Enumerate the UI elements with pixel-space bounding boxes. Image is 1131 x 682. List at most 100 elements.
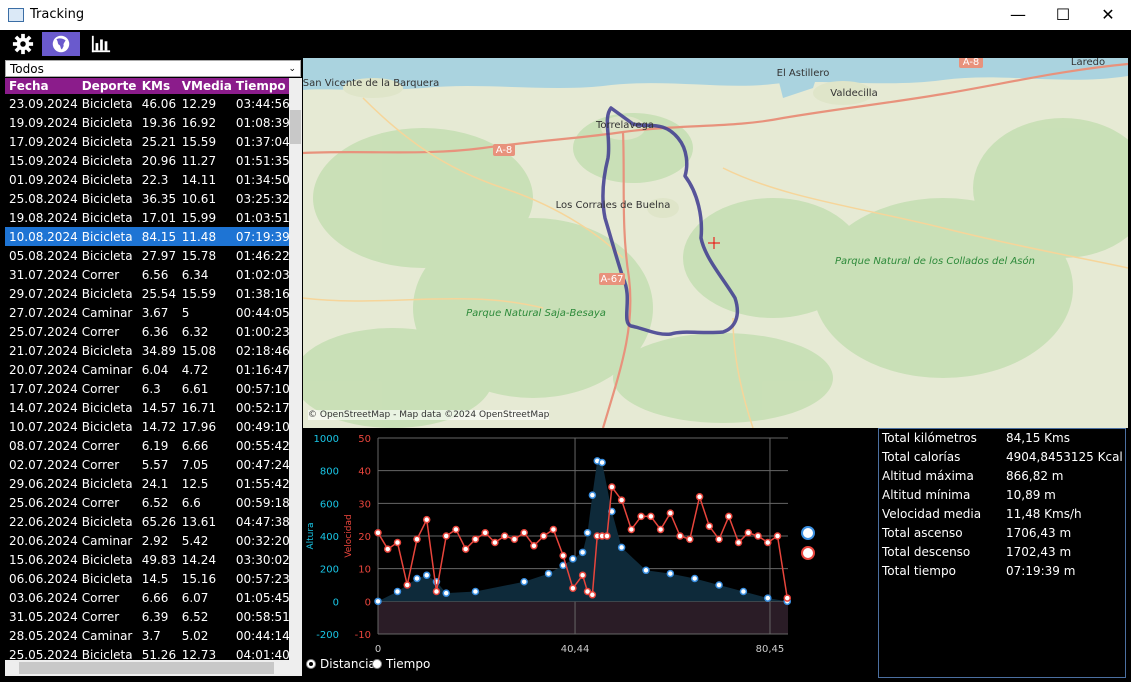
table-row[interactable]: 05.08.2024 Bicicleta 27.97 15.78 01:46:22	[5, 246, 302, 265]
park-label: Parque Natural Saja-Besaya	[466, 308, 606, 319]
cell-kms: 6.56	[141, 267, 169, 282]
vertical-scrollbar[interactable]	[289, 78, 302, 660]
cell-vmedia: 5	[181, 305, 190, 320]
speed-point	[608, 483, 616, 491]
column-header-vmedia[interactable]: VMedia	[177, 78, 232, 94]
table-row[interactable]: 31.05.2024 Correr 6.39 6.52 00:58:51	[5, 607, 302, 626]
cell-deporte: Bicicleta	[81, 115, 133, 130]
map-view-button[interactable]	[42, 32, 80, 56]
radio-distancia[interactable]: Distancia	[306, 657, 376, 671]
column-header-deporte[interactable]: Deporte	[77, 78, 138, 94]
cell-deporte: Bicicleta	[81, 647, 133, 661]
minimize-button[interactable]: —	[1010, 5, 1026, 24]
cell-tiempo: 00:44:14	[235, 628, 290, 643]
sport-filter-select[interactable]: Todos ⌄	[5, 60, 301, 77]
close-button[interactable]: ✕	[1101, 5, 1115, 24]
column-header-fecha[interactable]: Fecha	[5, 78, 78, 94]
table-row[interactable]: 31.07.2024 Correr 6.56 6.34 01:02:03	[5, 265, 302, 284]
cell-kms: 46.06	[141, 96, 177, 111]
table-row[interactable]: 17.07.2024 Correr 6.3 6.61 00:57:10	[5, 379, 302, 398]
radio-dot[interactable]	[372, 659, 382, 669]
radio-dot[interactable]	[306, 659, 316, 669]
speed-point	[471, 535, 480, 544]
stat-label: Altitud máxima	[882, 469, 974, 483]
altitude-point	[442, 589, 450, 597]
table-row[interactable]: 21.07.2024 Bicicleta 34.89 15.08 02:18:46	[5, 341, 302, 360]
column-header-kms[interactable]: KMs	[137, 78, 178, 94]
cell-fecha: 22.06.2024	[9, 514, 78, 529]
left-axis-tick: 400	[320, 532, 339, 543]
scrollbar-thumb[interactable]	[19, 662, 274, 674]
table-row[interactable]: 14.07.2024 Bicicleta 14.57 16.71 00:52:17	[5, 398, 302, 417]
cell-deporte: Caminar	[81, 533, 133, 548]
table-row[interactable]: 08.07.2024 Correr 6.19 6.66 00:55:42	[5, 436, 302, 455]
left-axis-tick: 200	[320, 565, 339, 576]
table-row[interactable]: 23.09.2024 Bicicleta 46.06 12.29 03:44:56	[5, 94, 302, 113]
cell-fecha: 31.07.2024	[9, 267, 78, 282]
cell-vmedia: 6.34	[181, 267, 209, 282]
cell-tiempo: 07:19:39	[231, 227, 302, 246]
cell-tiempo: 03:25:32	[235, 191, 290, 206]
stat-row: Total descenso 1702,43 m	[882, 545, 1071, 559]
place-label: San Vicente de la Barquera	[303, 78, 439, 89]
statistics-button[interactable]	[82, 32, 120, 56]
table-row[interactable]: 03.06.2024 Correr 6.66 6.07 01:05:45	[5, 588, 302, 607]
cell-tiempo: 00:44:05	[235, 305, 290, 320]
table-row[interactable]: 28.05.2024 Caminar 3.7 5.02 00:44:14	[5, 626, 302, 645]
cell-tiempo: 01:34:50	[235, 172, 290, 187]
left-axis-tick: 1000	[314, 434, 339, 445]
table-row[interactable]: 10.08.2024 Bicicleta 84.15 11.48 07:19:39	[5, 227, 302, 246]
cell-fecha: 27.07.2024	[9, 305, 78, 320]
cell-vmedia: 12.5	[181, 476, 209, 491]
table-row[interactable]: 19.08.2024 Bicicleta 17.01 15.99 01:03:51	[5, 208, 302, 227]
speed-point	[744, 528, 753, 537]
x-axis-tick: 0	[375, 644, 381, 655]
statistics-panel: Total kilómetros 84,15 Kms Total calorías 4…	[878, 428, 1126, 678]
table-row[interactable]: 25.06.2024 Correr 6.52 6.6 00:59:18	[5, 493, 302, 512]
table-row[interactable]: 27.07.2024 Caminar 3.67 5 00:44:05	[5, 303, 302, 322]
route-map[interactable]: A-8 A-8 A-67 San Vicente de la Barquera …	[303, 58, 1128, 428]
column-header-tiempo[interactable]: Tiempo	[231, 78, 302, 94]
table-row[interactable]: 01.09.2024 Bicicleta 22.3 14.11 01:34:50	[5, 170, 302, 189]
table-row[interactable]: 15.09.2024 Bicicleta 20.96 11.27 01:51:35	[5, 151, 302, 170]
speed-point	[754, 532, 762, 540]
speed-point	[452, 525, 460, 534]
table-row[interactable]: 20.06.2024 Caminar 2.92 5.42 00:32:20	[5, 531, 302, 550]
table-row[interactable]: 22.06.2024 Bicicleta 65.26 13.61 04:47:38	[5, 512, 302, 531]
table-row[interactable]: 20.07.2024 Caminar 6.04 4.72 01:16:47	[5, 360, 302, 379]
table-row[interactable]: 25.08.2024 Bicicleta 36.35 10.61 03:25:32	[5, 189, 302, 208]
table-row[interactable]: 25.07.2024 Correr 6.36 6.32 01:00:23	[5, 322, 302, 341]
cell-tiempo: 04:47:38	[235, 514, 290, 529]
scrollbar-thumb[interactable]	[290, 110, 301, 144]
horizontal-scrollbar[interactable]	[5, 660, 302, 676]
table-row[interactable]: 29.07.2024 Bicicleta 25.54 15.59 01:38:16	[5, 284, 302, 303]
maximize-button[interactable]: ☐	[1055, 5, 1071, 24]
table-row[interactable]: 29.06.2024 Bicicleta 24.1 12.5 01:55:42	[5, 474, 302, 493]
table-row[interactable]: 06.06.2024 Bicicleta 14.5 15.16 00:57:23	[5, 569, 302, 588]
table-row[interactable]: 10.07.2024 Bicicleta 14.72 17.96 00:49:10	[5, 417, 302, 436]
left-axis-tick: 600	[320, 499, 339, 510]
cell-fecha: 19.08.2024	[9, 210, 78, 225]
map-attribution[interactable]: © OpenStreetMap - Map data ©2024 OpenStr…	[308, 410, 550, 420]
cell-tiempo: 03:44:56	[235, 96, 290, 111]
stat-row: Total ascenso 1706,43 m	[882, 526, 1071, 540]
cell-kms: 14.72	[141, 419, 177, 434]
cell-vmedia: 10.61	[181, 191, 217, 206]
table-row[interactable]: 17.09.2024 Bicicleta 25.21 15.59 01:37:04	[5, 132, 302, 151]
speed-point	[461, 545, 470, 553]
altitude-point	[520, 577, 528, 586]
cell-tiempo: 01:55:42	[235, 476, 290, 491]
cell-vmedia: 16.71	[181, 400, 217, 415]
table-header-row: Fecha Deporte KMs VMedia Tiempo	[5, 78, 302, 94]
table-row[interactable]: 02.07.2024 Correr 5.57 7.05 00:47:24	[5, 455, 302, 474]
cell-vmedia: 5.42	[181, 533, 209, 548]
table-row[interactable]: 25.05.2024 Bicicleta 51.26 12.73 04:01:40	[5, 645, 302, 661]
table-row[interactable]: 15.06.2024 Bicicleta 49.83 14.24 03:30:02	[5, 550, 302, 569]
settings-button[interactable]	[4, 32, 42, 56]
cell-kms: 3.67	[141, 305, 169, 320]
road-label: A-67	[601, 274, 624, 285]
elevation-speed-chart: 1000 800 600 400 200 0 -200 50 40 30 20 10 0 -10 Altur…	[303, 428, 878, 678]
table-row[interactable]: 19.09.2024 Bicicleta 19.36 16.92 01:08:39	[5, 113, 302, 132]
cell-deporte: Correr	[81, 457, 120, 472]
radio-tiempo[interactable]: Tiempo	[372, 657, 430, 671]
